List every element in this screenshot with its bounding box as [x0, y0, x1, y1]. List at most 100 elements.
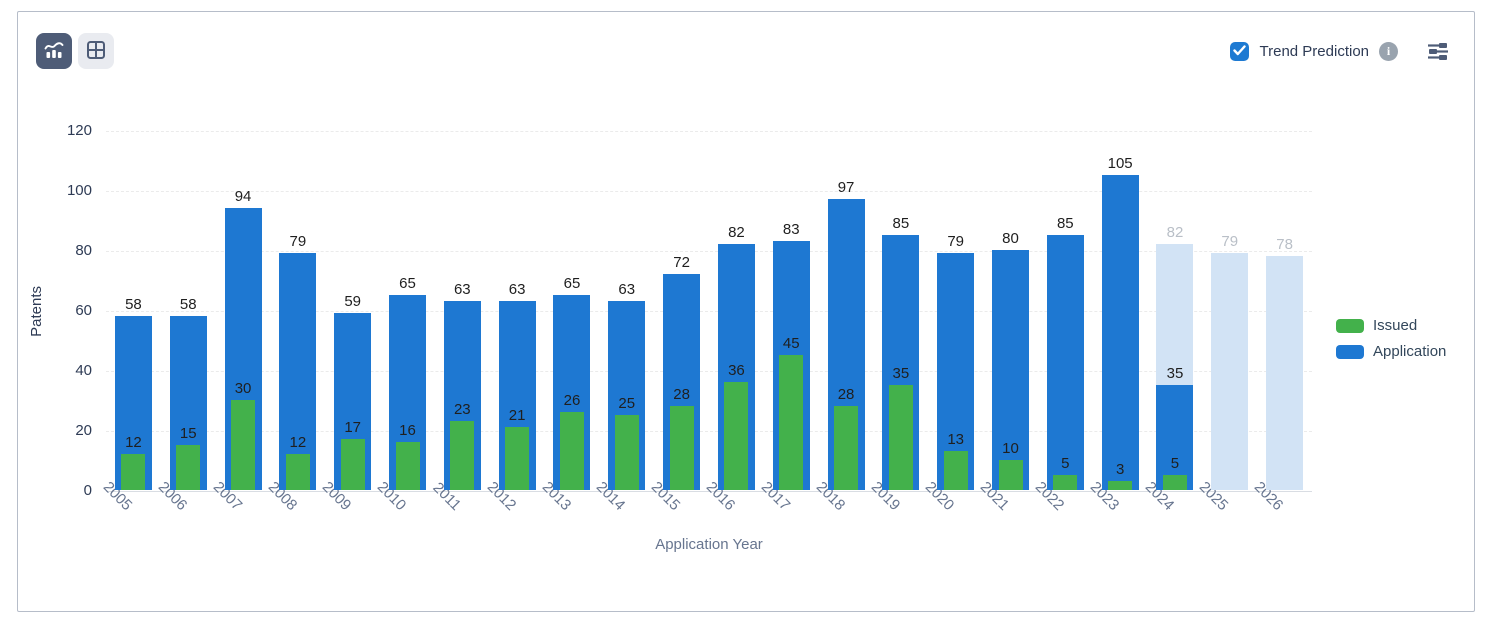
gridline-40: [106, 371, 1312, 372]
bar-issued-2021[interactable]: [998, 460, 1023, 490]
value-label-application-2005: 58: [125, 296, 142, 313]
value-label-application-2016: 82: [728, 224, 745, 241]
value-label-issued-2007: 30: [234, 380, 252, 397]
value-label-prediction-2025: 79: [1221, 233, 1239, 250]
value-label-issued-2024: 5: [1170, 455, 1180, 472]
value-label-application-2008: 79: [289, 233, 307, 250]
value-label-application-2015: 72: [673, 254, 690, 271]
plot-area: 58 12 2005 58 15 2006 94 30 2007 79 12 2008 59 17 2009…: [100, 131, 1312, 514]
trend-prediction-label: Trend Prediction: [1259, 43, 1370, 60]
chart-card: Trend Prediction i Patents 58 12 2005 58 15 2…: [17, 11, 1475, 612]
value-label-issued-2006: 15: [179, 425, 197, 442]
bar-issued-2010[interactable]: [395, 442, 420, 490]
value-label-application-2007: 94: [234, 188, 252, 205]
y-tick-40: 40: [75, 362, 92, 379]
gridline-80: [106, 251, 1312, 252]
bar-issued-2011[interactable]: [450, 421, 475, 490]
bar-application-2008[interactable]: [279, 253, 317, 490]
bar-issued-2016[interactable]: [724, 382, 749, 490]
y-tick-60: 60: [75, 302, 92, 319]
y-tick-100: 100: [66, 182, 92, 199]
bar-prediction-2026[interactable]: [1266, 256, 1304, 490]
table-grid-icon: [85, 39, 107, 64]
view-toggle-group: [36, 33, 114, 69]
gridline-60: [106, 311, 1312, 312]
value-label-application-2010: 65: [399, 275, 416, 292]
value-label-issued-2014: 25: [618, 395, 636, 412]
value-label-issued-2020: 13: [947, 431, 965, 448]
info-circle-icon[interactable]: i: [1379, 42, 1398, 61]
value-label-issued-2009: 17: [344, 419, 362, 436]
y-tick-20: 20: [75, 422, 92, 439]
bar-application-2022[interactable]: [1046, 235, 1084, 490]
x-axis-title: Application Year: [655, 536, 763, 553]
bar-application-2023[interactable]: [1101, 175, 1139, 490]
bar-application-2021[interactable]: [992, 250, 1029, 490]
legend-swatch-application: [1336, 344, 1364, 359]
bar-issued-2007[interactable]: [231, 400, 256, 490]
trend-prediction-checkbox[interactable]: [1229, 42, 1249, 61]
bar-chart-trend-icon: [43, 39, 65, 64]
bar-issued-2015[interactable]: [669, 406, 694, 490]
value-label-issued-2021: 10: [1002, 440, 1019, 457]
value-label-issued-2005: 12: [125, 434, 142, 451]
value-label-issued-2017: 45: [782, 335, 800, 352]
value-label-issued-2016: 36: [728, 362, 745, 379]
bar-issued-2023[interactable]: [1108, 481, 1133, 490]
value-label-issued-2019: 35: [892, 365, 910, 382]
bar-issued-2022[interactable]: [1053, 475, 1078, 490]
value-label-issued-2008: 12: [289, 434, 307, 451]
value-label-application-2011: 63: [453, 281, 471, 298]
value-label-application-2009: 59: [344, 293, 362, 310]
legend: Issued Application: [1336, 317, 1446, 360]
value-label-application-2013: 65: [563, 275, 581, 292]
bar-issued-2017[interactable]: [779, 355, 804, 490]
bar-issued-2012[interactable]: [505, 427, 530, 490]
table-view-button[interactable]: [78, 33, 114, 69]
value-label-application-2019: 85: [892, 215, 910, 232]
bar-issued-2005[interactable]: [121, 454, 146, 490]
value-label-application-2024: 35: [1166, 365, 1184, 382]
value-label-application-2014: 63: [618, 281, 636, 298]
bar-prediction-2025[interactable]: [1211, 253, 1249, 490]
value-label-issued-2015: 28: [673, 386, 690, 403]
value-label-issued-2012: 21: [508, 407, 526, 424]
chart-controls: Trend Prediction i: [1229, 42, 1451, 61]
value-label-issued-2013: 26: [563, 392, 581, 409]
value-label-application-2022: 85: [1056, 215, 1074, 232]
y-tick-80: 80: [75, 242, 92, 259]
bar-application-2024[interactable]: [1156, 385, 1194, 490]
bar-issued-2009[interactable]: [340, 439, 365, 490]
bar-issued-2014[interactable]: [614, 415, 639, 490]
x-axis-line: [106, 491, 1312, 492]
gridline-100: [106, 191, 1312, 192]
legend-label-application: Application: [1373, 343, 1447, 360]
value-label-application-2023: 105: [1107, 155, 1133, 172]
bar-issued-2020[interactable]: [943, 451, 968, 490]
sliders-icon[interactable]: [1426, 42, 1450, 61]
value-label-prediction-2026: 78: [1276, 236, 1293, 253]
value-label-issued-2018: 28: [837, 386, 855, 403]
y-tick-120: 120: [66, 122, 92, 139]
value-label-application-2021: 80: [1002, 230, 1019, 247]
value-label-application-2020: 79: [947, 233, 965, 250]
value-label-prediction-2024: 82: [1166, 224, 1184, 241]
bar-application-2020[interactable]: [937, 253, 975, 490]
chart-canvas: Patents 58 12 2005 58 15 2006 94 30 2007 79 12 2008…: [18, 12, 1474, 611]
value-label-issued-2023: 3: [1115, 461, 1125, 478]
legend-swatch-issued: [1336, 318, 1364, 333]
bar-issued-2019[interactable]: [888, 385, 913, 490]
value-label-application-2017: 83: [782, 221, 800, 238]
chart-view-button[interactable]: [36, 33, 72, 69]
bar-issued-2008[interactable]: [285, 454, 310, 490]
bar-issued-2024[interactable]: [1162, 475, 1187, 490]
legend-item-application[interactable]: Application: [1336, 343, 1446, 360]
legend-item-issued[interactable]: Issued: [1336, 317, 1446, 334]
value-label-issued-2010: 16: [399, 422, 416, 439]
gridline-120: [106, 131, 1312, 132]
bar-issued-2006[interactable]: [176, 445, 201, 490]
bar-issued-2013[interactable]: [559, 412, 584, 490]
bar-issued-2018[interactable]: [834, 406, 859, 490]
check-icon: [1232, 43, 1246, 61]
